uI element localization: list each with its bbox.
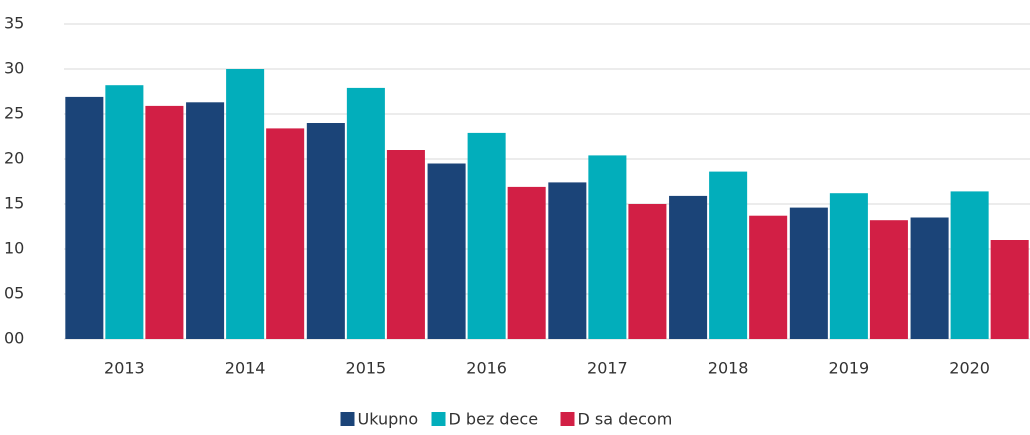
x-tick-label: 2017 bbox=[587, 359, 628, 378]
bar bbox=[427, 163, 466, 339]
x-tick-label: 2014 bbox=[225, 359, 266, 378]
x-tick-label: 2015 bbox=[346, 359, 387, 378]
x-tick-label: 2018 bbox=[708, 359, 749, 378]
bar bbox=[749, 215, 788, 339]
y-tick-label: 00 bbox=[4, 329, 24, 348]
bar bbox=[628, 204, 667, 339]
bar bbox=[869, 220, 908, 339]
bar bbox=[186, 102, 225, 339]
x-tick-label: 2020 bbox=[949, 359, 990, 378]
bar bbox=[386, 150, 425, 339]
bar bbox=[346, 87, 385, 340]
y-tick-label: 05 bbox=[4, 284, 24, 303]
bar bbox=[226, 69, 265, 339]
bar bbox=[105, 85, 144, 339]
bar bbox=[507, 186, 546, 339]
bar bbox=[910, 217, 949, 339]
y-tick-label: 15 bbox=[4, 194, 24, 213]
y-tick-label: 20 bbox=[4, 149, 24, 168]
legend-swatch bbox=[340, 412, 355, 426]
bar bbox=[467, 132, 506, 339]
x-tick-label: 2016 bbox=[466, 359, 507, 378]
bar bbox=[588, 155, 627, 339]
bar bbox=[65, 96, 104, 340]
legend-label: D bez dece bbox=[449, 410, 539, 429]
bar bbox=[950, 191, 989, 339]
bar bbox=[266, 128, 305, 339]
y-tick-label: 25 bbox=[4, 104, 24, 123]
legend-swatch bbox=[431, 412, 446, 426]
legend-label: D sa decom bbox=[578, 410, 673, 429]
bar bbox=[145, 105, 184, 340]
bar bbox=[306, 123, 345, 339]
bar bbox=[789, 207, 828, 339]
bar bbox=[829, 193, 868, 339]
x-tick-label: 2019 bbox=[829, 359, 870, 378]
legend-label: Ukupno bbox=[358, 410, 419, 429]
bar bbox=[709, 171, 748, 339]
bar bbox=[669, 195, 708, 339]
y-tick-label: 35 bbox=[4, 14, 24, 33]
bar bbox=[990, 240, 1029, 339]
legend-swatch bbox=[560, 412, 575, 426]
bar bbox=[548, 182, 587, 339]
y-tick-label: 10 bbox=[4, 239, 24, 258]
y-tick-label: 30 bbox=[4, 59, 24, 78]
x-tick-label: 2013 bbox=[104, 359, 145, 378]
